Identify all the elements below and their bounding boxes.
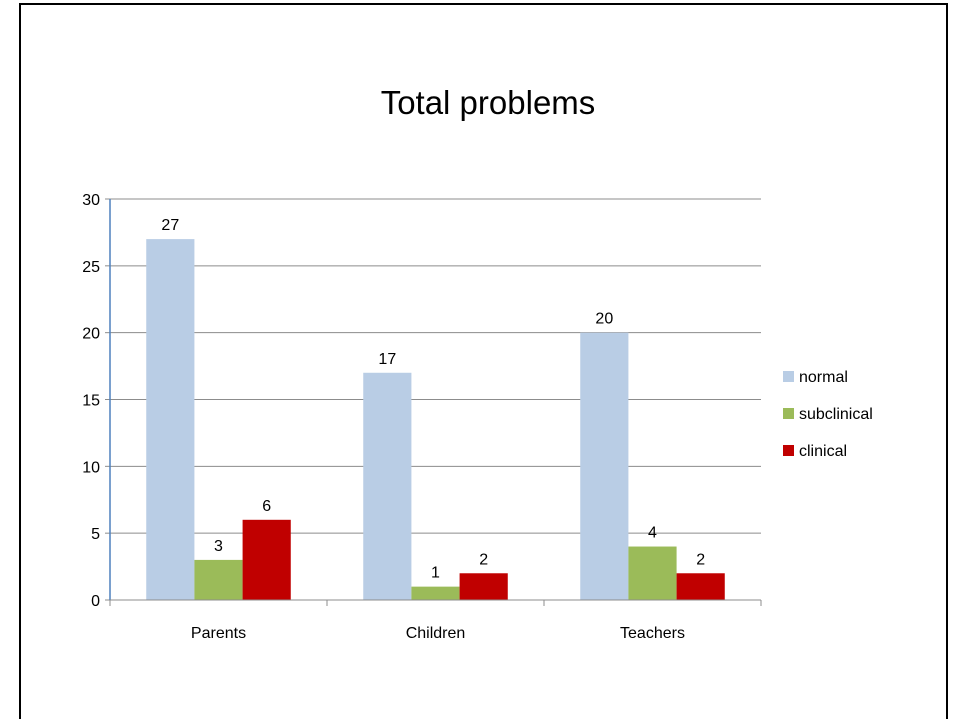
- y-tick-label: 20: [82, 326, 100, 343]
- data-label: 20: [595, 311, 613, 328]
- legend-label-normal: normal: [799, 369, 848, 386]
- y-tick-label: 0: [91, 593, 100, 610]
- chart-title: Total problems: [381, 84, 596, 121]
- y-tick-label: 10: [82, 459, 100, 476]
- data-label: 2: [696, 551, 705, 568]
- y-tick-label: 15: [82, 393, 100, 410]
- legend-swatch-clinical: [783, 445, 794, 456]
- bar-subclinical-children: [411, 586, 460, 600]
- legend-label-subclinical: subclinical: [799, 406, 873, 423]
- bar-clinical-teachers: [676, 573, 725, 600]
- legend-swatch-subclinical: [783, 408, 794, 419]
- bar-normal-teachers: [580, 332, 629, 600]
- data-label: 17: [378, 351, 396, 368]
- data-label: 2: [479, 551, 488, 568]
- bar-normal-children: [363, 372, 412, 600]
- axes: [105, 198, 762, 606]
- gridlines: [110, 198, 761, 534]
- bar-subclinical-teachers: [628, 546, 677, 600]
- x-tick-label: Children: [406, 625, 466, 642]
- x-tick-label: Parents: [191, 625, 246, 642]
- legend-swatch-normal: [783, 371, 794, 382]
- bar-normal-parents: [146, 239, 195, 600]
- y-tick-label: 25: [82, 259, 100, 276]
- legend-label-clinical: clinical: [799, 443, 847, 460]
- y-tick-label: 5: [91, 526, 100, 543]
- legend: normal subclinical clinical: [783, 369, 873, 460]
- bar-clinical-children: [459, 573, 508, 600]
- bars: [146, 239, 725, 600]
- data-label: 4: [648, 525, 657, 542]
- y-tick-label: 30: [82, 192, 100, 209]
- data-label: 3: [214, 538, 223, 555]
- bar-subclinical-parents: [194, 559, 243, 600]
- data-label: 6: [262, 498, 271, 515]
- bar-clinical-parents: [242, 519, 291, 600]
- data-label: 1: [431, 565, 440, 582]
- labels: 0 5 10 15 20 25 30 27 3 6 Parents 17 1 2 Children 20 4 2 T…: [82, 192, 705, 642]
- data-label: 27: [161, 217, 179, 234]
- x-tick-label: Teachers: [620, 625, 685, 642]
